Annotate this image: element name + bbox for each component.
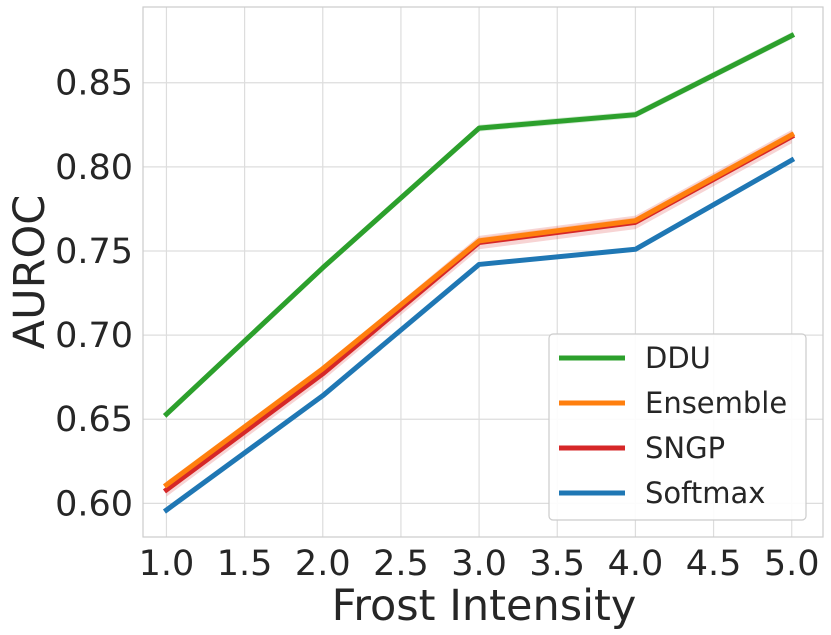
y-tick-label: 0.80 [55, 148, 133, 188]
x-tick-label: 1.0 [139, 544, 195, 584]
series-line-softmax [162, 156, 796, 514]
y-tick-labels: 0.60 0.65 0.70 0.75 0.80 0.85 [55, 64, 133, 525]
x-tick-label: 3.5 [529, 544, 585, 584]
y-axis-title: AUROC [5, 195, 55, 350]
x-tick-label: 2.0 [295, 544, 351, 584]
legend-frame [548, 333, 807, 521]
legend: DDU Ensemble SNGP Softmax [548, 333, 807, 521]
x-axis-title: Frost Intensity [332, 581, 637, 631]
y-tick-label: 0.75 [55, 232, 133, 272]
y-tick-label: 0.60 [55, 484, 133, 524]
legend-label-ddu: DDU [645, 341, 711, 375]
legend-label-ensemble: Ensemble [645, 386, 787, 420]
y-tick-label: 0.70 [55, 316, 133, 356]
x-tick-label: 2.5 [373, 544, 429, 584]
series-lines [162, 32, 796, 514]
x-tick-label: 5.0 [764, 544, 820, 584]
plot-frame [142, 6, 824, 538]
x-tick-label: 1.5 [217, 544, 273, 584]
series-line-ensemble [162, 131, 796, 489]
x-tick-label: 4.5 [686, 544, 742, 584]
series-line-ddu [162, 32, 796, 418]
x-tick-labels: 1.0 1.5 2.0 2.5 3.0 3.5 4.0 4.5 5.0 [139, 544, 820, 584]
x-tick-label: 3.0 [451, 544, 507, 584]
y-tick-label: 0.65 [55, 400, 133, 440]
legend-label-sngp: SNGP [645, 431, 725, 465]
x-tick-label: 4.0 [608, 544, 664, 584]
y-tick-label: 0.85 [55, 64, 133, 104]
legend-label-softmax: Softmax [645, 476, 765, 510]
